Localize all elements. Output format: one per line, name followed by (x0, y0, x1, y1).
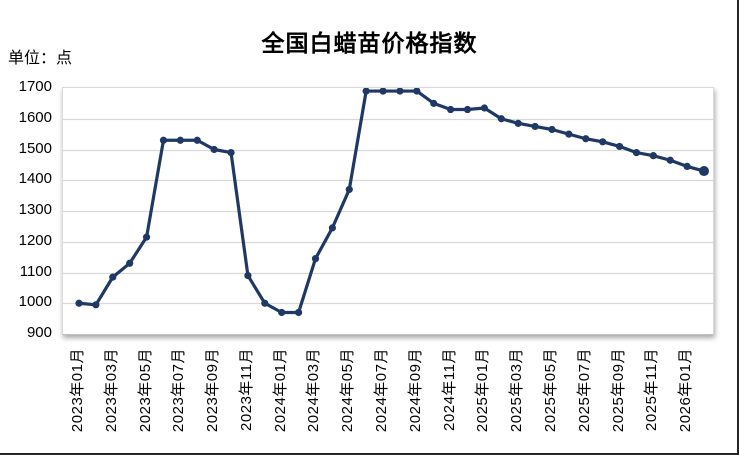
data-point (294, 308, 303, 317)
data-point (497, 115, 505, 123)
data-point (548, 125, 556, 134)
data-point (193, 136, 201, 144)
data-point (683, 162, 691, 171)
data-point (565, 130, 573, 138)
data-point (75, 299, 83, 307)
y-axis-label: 1700 (18, 78, 52, 95)
x-axis-label: 2025年01月 (474, 348, 492, 433)
data-point (514, 119, 522, 127)
x-axis-label: 2024年11月 (440, 348, 458, 431)
data-point (379, 88, 387, 95)
data-point (632, 148, 641, 157)
x-axis-label: 2024年09月 (406, 348, 424, 433)
data-point (176, 136, 184, 144)
unit-label: 单位：点 (8, 50, 73, 67)
x-axis-label: 2025年05月 (541, 348, 559, 433)
data-point (311, 255, 320, 263)
x-axis-label: 2024年05月 (339, 348, 357, 433)
x-axis-label: 2024年07月 (373, 348, 391, 433)
data-point (396, 88, 404, 95)
x-axis-label: 2025年07月 (575, 348, 593, 433)
data-point (463, 105, 472, 114)
data-point (599, 138, 607, 146)
data-point (615, 142, 624, 151)
data-point (345, 185, 353, 194)
data-point (582, 135, 590, 143)
x-axis-label: 2023年11月 (237, 348, 255, 431)
data-point (699, 166, 709, 177)
x-axis-label: 2023年07月 (170, 348, 188, 433)
data-point (362, 88, 370, 95)
y-axis-label: 1500 (18, 139, 52, 157)
data-point (447, 105, 455, 114)
data-point (413, 88, 421, 95)
x-axis-label: 2025年03月 (508, 348, 526, 433)
data-point (649, 152, 657, 160)
y-axis-label: 1600 (18, 108, 52, 126)
data-point (278, 308, 286, 317)
y-axis-label: 1400 (18, 170, 52, 188)
data-point (210, 145, 218, 154)
price-line (77, 89, 706, 315)
x-axis-label: 2024年01月 (271, 348, 289, 433)
y-axis-label: 1100 (19, 262, 52, 280)
data-point (244, 271, 252, 280)
data-point (430, 99, 438, 107)
line-chart-svg (63, 88, 713, 317)
y-axis-label: 1300 (18, 201, 52, 218)
x-axis-label: 2025年09月 (609, 348, 627, 433)
data-point (328, 224, 336, 232)
x-axis-label: 2023年05月 (136, 348, 154, 433)
data-point (227, 148, 235, 157)
x-axis-label: 2026年01月 (677, 348, 695, 433)
x-axis-label: 2023年01月 (69, 348, 86, 433)
data-point (92, 301, 100, 309)
x-axis-label: 2025年11月 (643, 348, 661, 431)
y-axis-label: 1000 (18, 293, 52, 311)
chart-title: 全国白蜡苗价格指数 (261, 30, 478, 56)
x-axis-label: 2023年09月 (204, 348, 222, 433)
data-point (480, 104, 489, 112)
plot-area (62, 87, 714, 335)
x-axis-label: 2024年03月 (305, 348, 323, 433)
data-point (159, 136, 168, 144)
data-point (666, 156, 674, 164)
x-axis-label: 2023年03月 (102, 348, 120, 433)
y-axis-label: 900 (26, 324, 52, 341)
data-point (109, 273, 117, 281)
data-point (531, 122, 539, 131)
data-point (126, 259, 134, 267)
y-axis-label: 1200 (18, 231, 52, 249)
data-point (142, 233, 151, 241)
data-point (261, 299, 269, 307)
